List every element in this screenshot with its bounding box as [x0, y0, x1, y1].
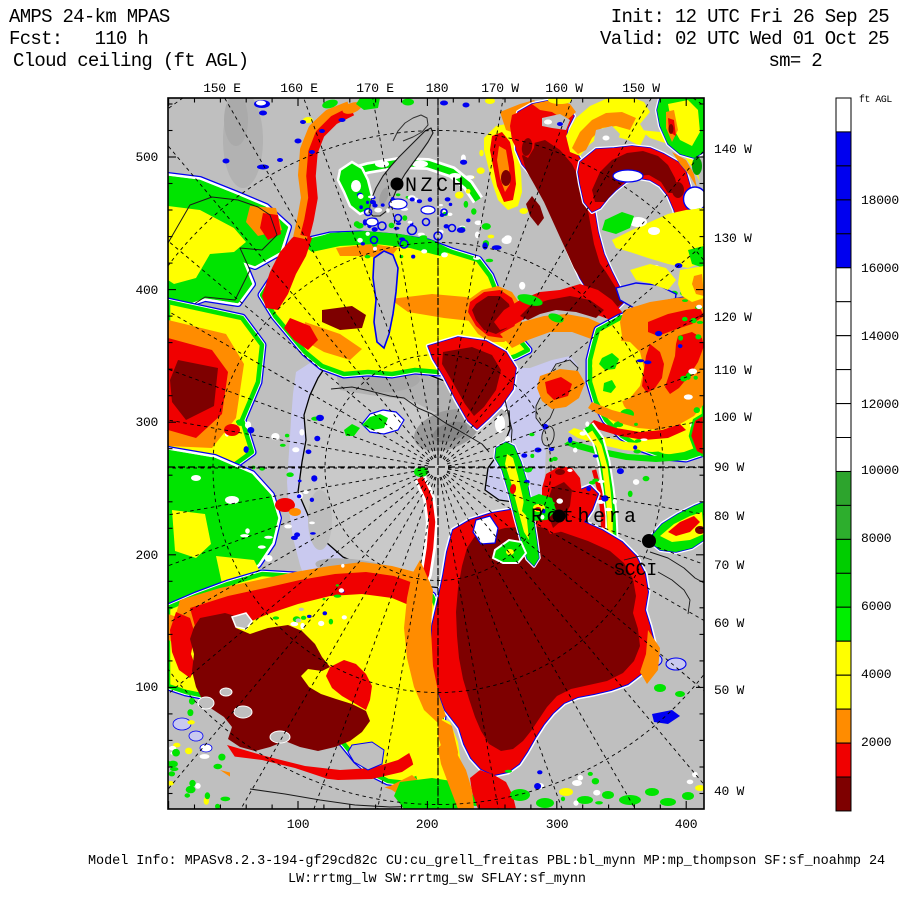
- svg-text:14000: 14000: [861, 329, 899, 344]
- svg-text:170 E: 170 E: [356, 81, 394, 96]
- svg-text:180: 180: [426, 81, 449, 96]
- svg-text:16000: 16000: [861, 261, 899, 276]
- svg-text:60 W: 60 W: [714, 616, 745, 631]
- svg-text:160 W: 160 W: [545, 81, 583, 96]
- svg-text:90 W: 90 W: [714, 460, 745, 475]
- svg-text:ft AGL: ft AGL: [859, 94, 892, 105]
- svg-text:120 W: 120 W: [714, 310, 752, 325]
- svg-text:Cloud ceiling (ft AGL): Cloud ceiling (ft AGL): [13, 50, 248, 72]
- svg-text:100 W: 100 W: [714, 410, 752, 425]
- svg-text:Init: 12 UTC Fri 26 Sep 25: Init: 12 UTC Fri 26 Sep 25: [611, 6, 890, 28]
- svg-text:Valid: 02 UTC Wed 01 Oct 25: Valid: 02 UTC Wed 01 Oct 25: [600, 28, 889, 50]
- svg-text:18000: 18000: [861, 193, 899, 208]
- svg-text:160 E: 160 E: [280, 81, 318, 96]
- svg-text:2000: 2000: [861, 735, 891, 750]
- svg-text:AMPS 24-km MPAS: AMPS 24-km MPAS: [9, 6, 170, 28]
- svg-text:NZCH: NZCH: [405, 175, 467, 198]
- svg-text:50 W: 50 W: [714, 683, 745, 698]
- svg-text:150 E: 150 E: [203, 81, 241, 96]
- svg-text:140 W: 140 W: [714, 142, 752, 157]
- svg-text:8000: 8000: [861, 531, 891, 546]
- svg-text:110 W: 110 W: [714, 363, 752, 378]
- svg-text:Fcst: 110 h: Fcst: 110 h: [9, 28, 148, 50]
- svg-text:Model Info: MPASv8.2.3-194-gf2: Model Info: MPASv8.2.3-194-gf29cd82c CU:…: [88, 854, 885, 869]
- svg-text:130 W: 130 W: [714, 231, 752, 246]
- svg-text:40 W: 40 W: [714, 784, 745, 799]
- svg-text:400: 400: [135, 283, 158, 298]
- svg-text:Rothera: Rothera: [531, 506, 640, 529]
- svg-text:300: 300: [135, 415, 158, 430]
- svg-text:170 W: 170 W: [481, 81, 519, 96]
- svg-text:500: 500: [135, 150, 158, 165]
- svg-text:10000: 10000: [861, 463, 899, 478]
- svg-text:100: 100: [135, 680, 158, 695]
- svg-text:12000: 12000: [861, 397, 899, 412]
- svg-text:150 W: 150 W: [622, 81, 660, 96]
- svg-text:200: 200: [416, 817, 439, 832]
- svg-text:400: 400: [675, 817, 698, 832]
- svg-text:70 W: 70 W: [714, 558, 745, 573]
- svg-text:300: 300: [546, 817, 569, 832]
- svg-text:LW:rrtmg_lw SW:rrtmg_sw SFLAY:: LW:rrtmg_lw SW:rrtmg_sw SFLAY:sf_mynn: [288, 872, 586, 887]
- svg-text:sm= 2: sm= 2: [768, 50, 822, 72]
- svg-text:200: 200: [135, 548, 158, 563]
- svg-text:4000: 4000: [861, 667, 891, 682]
- svg-text:100: 100: [287, 817, 310, 832]
- svg-text:6000: 6000: [861, 599, 891, 614]
- svg-text:SCCI: SCCI: [614, 561, 657, 581]
- svg-text:80 W: 80 W: [714, 509, 745, 524]
